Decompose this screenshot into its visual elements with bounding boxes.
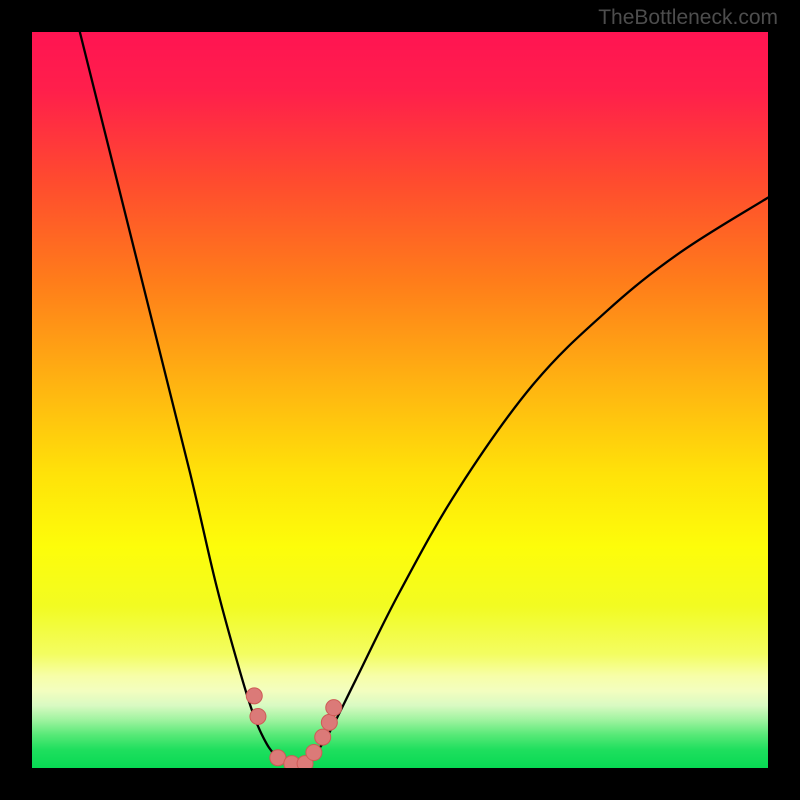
curve-marker — [246, 688, 262, 704]
curve-markers — [246, 688, 341, 768]
curve-marker — [321, 714, 337, 730]
curve-left-branch — [80, 32, 290, 764]
plot-area — [32, 32, 768, 768]
curve-marker — [250, 708, 266, 724]
curve-marker — [315, 729, 331, 745]
watermark-text: TheBottleneck.com — [598, 6, 778, 30]
curve-marker — [326, 700, 342, 716]
curve-right-branch — [304, 198, 768, 764]
curve-marker — [306, 745, 322, 761]
chart-frame: TheBottleneck.com — [0, 0, 800, 800]
bottleneck-curve — [32, 32, 768, 768]
